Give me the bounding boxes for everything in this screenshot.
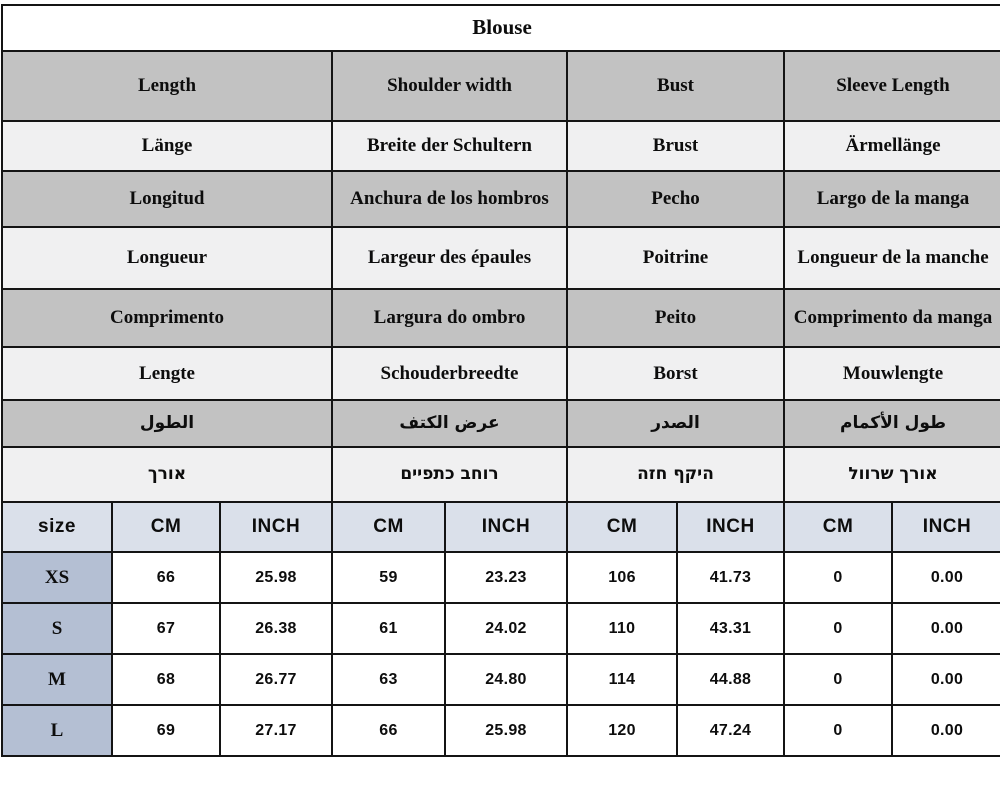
header-row-hebrew: אורך רוחב כתפיים היקף חזה אורך שרוול (1, 446, 1000, 503)
header-cell-bust-pt: Peito (566, 288, 785, 348)
value-cell: 25.98 (444, 704, 568, 757)
value-cell: 43.31 (676, 602, 785, 655)
inch-header-length: INCH (219, 501, 333, 553)
header-cell-sleeve-he: אורך שרוול (782, 446, 1000, 503)
header-cell-length-en: Length (1, 50, 333, 122)
header-cell-shoulder-pt: Largura do ombro (331, 288, 568, 348)
value-cell: 68 (111, 653, 221, 706)
value-cell: 0.00 (890, 602, 1000, 655)
value-cell: 24.80 (444, 653, 568, 706)
header-cell-sleeve-nl: Mouwlengte (782, 346, 1000, 401)
header-cell-shoulder-de: Breite der Schultern (331, 120, 568, 172)
size-label-xs: XS (1, 551, 113, 604)
title-row: Blouse (0, 4, 1000, 52)
size-label-l: L (1, 704, 113, 757)
value-cell: 0 (783, 704, 893, 757)
value-cell: 59 (331, 551, 446, 604)
value-cell: 0.00 (890, 704, 1000, 757)
header-cell-bust-ar: الصدر (566, 399, 785, 448)
value-cell: 110 (566, 602, 678, 655)
value-cell: 23.23 (444, 551, 568, 604)
header-row-french: Longueur Largeur des épaules Poitrine Lo… (1, 226, 1000, 290)
header-cell-length-fr: Longueur (1, 226, 333, 290)
header-cell-bust-de: Brust (566, 120, 785, 172)
chart-title: Blouse (0, 4, 1000, 52)
header-cell-sleeve-pt: Comprimento da manga (782, 288, 1000, 348)
cm-header-sleeve: CM (783, 501, 893, 553)
value-cell: 26.77 (219, 653, 333, 706)
value-cell: 41.73 (676, 551, 785, 604)
inch-header-bust: INCH (676, 501, 785, 553)
header-cell-bust-nl: Borst (566, 346, 785, 401)
header-cell-sleeve-ar: طول الأكمام (782, 399, 1000, 448)
header-cell-shoulder-en: Shoulder width (331, 50, 568, 122)
value-cell: 44.88 (676, 653, 785, 706)
header-cell-length-es: Longitud (1, 170, 333, 228)
value-cell: 24.02 (444, 602, 568, 655)
table-row-s: S 67 26.38 61 24.02 110 43.31 0 0.00 (1, 602, 1000, 655)
header-cell-length-pt: Comprimento (1, 288, 333, 348)
header-row-dutch: Lengte Schouderbreedte Borst Mouwlengte (1, 346, 1000, 401)
units-header-row: size CM INCH CM INCH CM INCH CM INCH (1, 501, 1000, 553)
header-cell-length-ar: الطول (1, 399, 333, 448)
header-cell-shoulder-he: רוחב כתפיים (331, 446, 568, 503)
value-cell: 67 (111, 602, 221, 655)
header-cell-shoulder-es: Anchura de los hombros (331, 170, 568, 228)
cm-header-length: CM (111, 501, 221, 553)
value-cell: 25.98 (219, 551, 333, 604)
value-cell: 63 (331, 653, 446, 706)
size-chart-table: Blouse Length Shoulder width Bust Sleeve… (0, 4, 1000, 757)
header-cell-shoulder-ar: عرض الكتف (331, 399, 568, 448)
value-cell: 69 (111, 704, 221, 757)
header-cell-bust-he: היקף חזה (566, 446, 785, 503)
table-row-xs: XS 66 25.98 59 23.23 106 41.73 0 0.00 (1, 551, 1000, 604)
header-cell-length-nl: Lengte (1, 346, 333, 401)
header-cell-shoulder-fr: Largeur des épaules (331, 226, 568, 290)
value-cell: 0 (783, 551, 893, 604)
value-cell: 61 (331, 602, 446, 655)
value-cell: 27.17 (219, 704, 333, 757)
value-cell: 47.24 (676, 704, 785, 757)
header-row-english: Length Shoulder width Bust Sleeve Length (1, 50, 1000, 122)
header-row-german: Länge Breite der Schultern Brust Ärmellä… (1, 120, 1000, 172)
table-row-l: L 69 27.17 66 25.98 120 47.24 0 0.00 (1, 704, 1000, 757)
header-cell-sleeve-es: Largo de la manga (782, 170, 1000, 228)
value-cell: 66 (331, 704, 446, 757)
value-cell: 106 (566, 551, 678, 604)
cm-header-shoulder: CM (331, 501, 446, 553)
value-cell: 26.38 (219, 602, 333, 655)
size-column-header: size (1, 501, 113, 553)
header-cell-bust-en: Bust (566, 50, 785, 122)
header-cell-bust-fr: Poitrine (566, 226, 785, 290)
table-row-m: M 68 26.77 63 24.80 114 44.88 0 0.00 (1, 653, 1000, 706)
header-row-portuguese: Comprimento Largura do ombro Peito Compr… (1, 288, 1000, 348)
value-cell: 0 (783, 653, 893, 706)
size-label-s: S (1, 602, 113, 655)
inch-header-shoulder: INCH (444, 501, 568, 553)
header-cell-sleeve-en: Sleeve Length (782, 50, 1000, 122)
value-cell: 120 (566, 704, 678, 757)
value-cell: 114 (566, 653, 678, 706)
size-label-m: M (1, 653, 113, 706)
header-cell-length-de: Länge (1, 120, 333, 172)
header-cell-sleeve-fr: Longueur de la manche (782, 226, 1000, 290)
header-cell-sleeve-de: Ärmellänge (782, 120, 1000, 172)
header-row-spanish: Longitud Anchura de los hombros Pecho La… (1, 170, 1000, 228)
cm-header-bust: CM (566, 501, 678, 553)
header-row-arabic: الطول عرض الكتف الصدر طول الأكمام (1, 399, 1000, 448)
value-cell: 0.00 (890, 551, 1000, 604)
header-cell-shoulder-nl: Schouderbreedte (331, 346, 568, 401)
value-cell: 0 (783, 602, 893, 655)
header-cell-bust-es: Pecho (566, 170, 785, 228)
inch-header-sleeve: INCH (890, 501, 1000, 553)
value-cell: 0.00 (890, 653, 1000, 706)
header-cell-length-he: אורך (1, 446, 333, 503)
value-cell: 66 (111, 551, 221, 604)
